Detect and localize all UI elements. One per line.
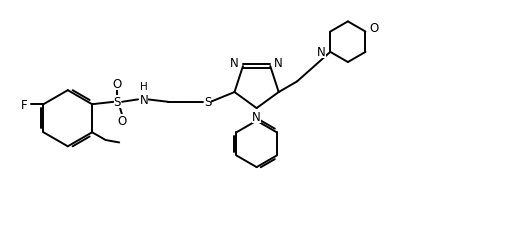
Text: S: S	[113, 96, 121, 109]
Text: N: N	[252, 110, 261, 123]
Text: S: S	[204, 96, 211, 109]
Text: O: O	[369, 22, 379, 35]
Text: O: O	[117, 114, 127, 127]
Text: N: N	[140, 93, 148, 106]
Text: N: N	[274, 56, 283, 69]
Text: N: N	[317, 46, 326, 59]
Text: N: N	[230, 56, 239, 69]
Text: F: F	[21, 98, 27, 111]
Text: H: H	[140, 81, 148, 91]
Text: O: O	[113, 78, 122, 90]
